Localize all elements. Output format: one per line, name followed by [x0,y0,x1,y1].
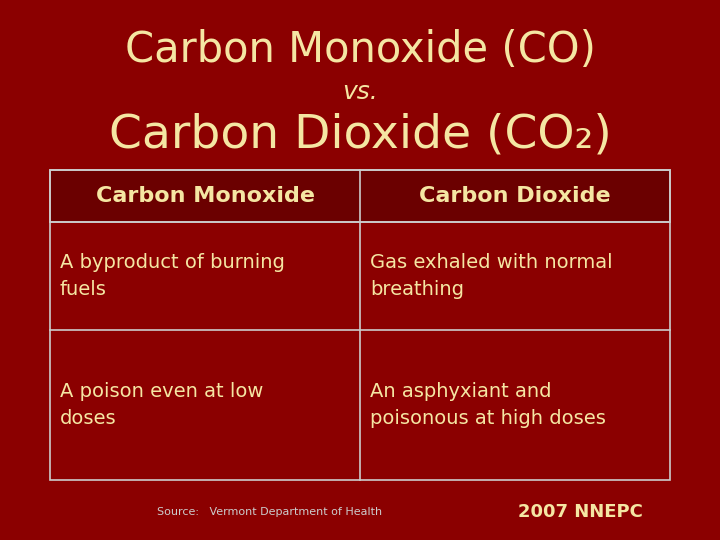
Text: Carbon Monoxide (CO): Carbon Monoxide (CO) [125,29,595,71]
Bar [50,170,670,222]
Text: Carbon Monoxide: Carbon Monoxide [96,186,315,206]
Text: Gas exhaled with normal
breathing: Gas exhaled with normal breathing [370,253,613,299]
Text: A byproduct of burning
fuels: A byproduct of burning fuels [60,253,285,299]
Text: A poison even at low
doses: A poison even at low doses [60,382,264,428]
Bar [50,170,670,480]
Text: An asphyxiant and
poisonous at high doses: An asphyxiant and poisonous at high dose… [370,382,606,428]
Text: Source:   Vermont Department of Health: Source: Vermont Department of Health [158,507,382,517]
Text: Carbon Dioxide (CO₂): Carbon Dioxide (CO₂) [109,112,611,158]
Text: vs.: vs. [342,80,378,104]
Text: Carbon Dioxide: Carbon Dioxide [419,186,611,206]
Text: 2007 NNEPC: 2007 NNEPC [518,503,642,521]
